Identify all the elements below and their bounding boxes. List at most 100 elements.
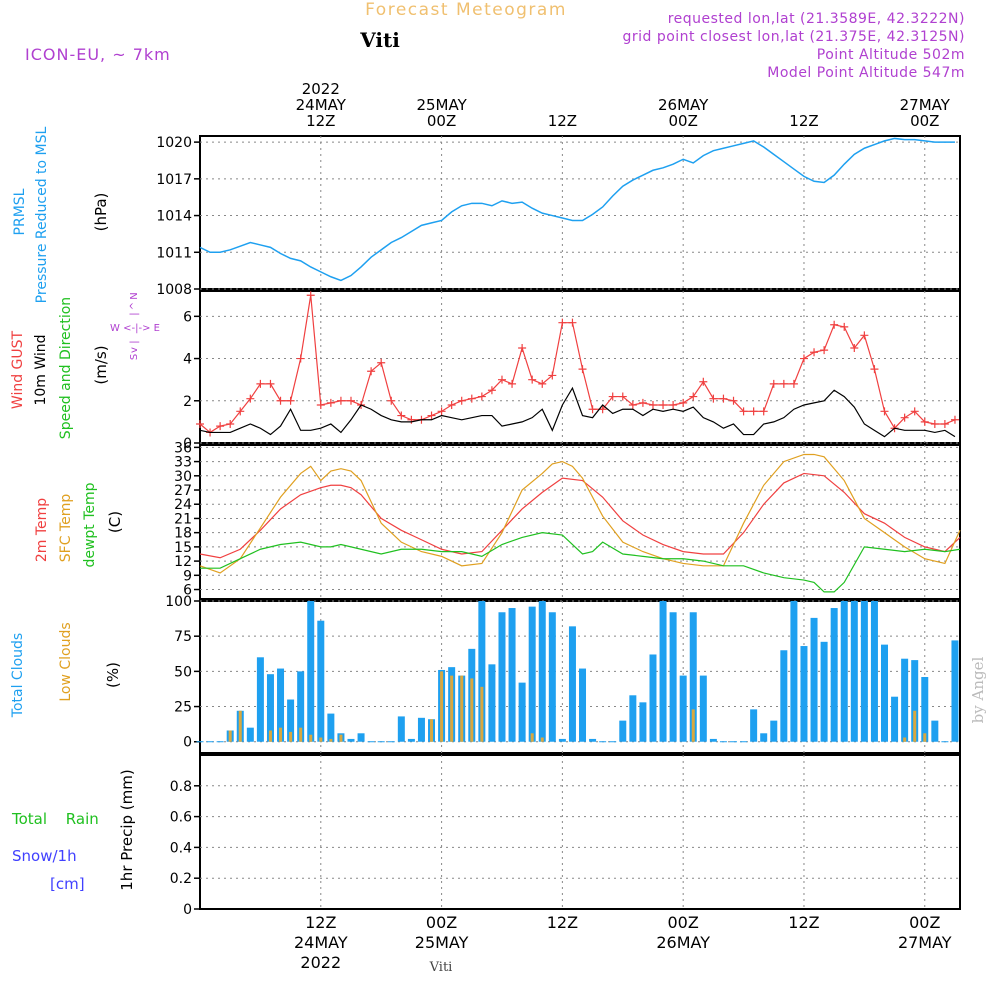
y-tick-label: 15: [174, 540, 192, 556]
y-tick-label: 33: [174, 455, 192, 471]
gust-marker: [588, 405, 597, 414]
celsius-label: (C): [106, 511, 124, 533]
y-tick-label: 12: [174, 554, 192, 570]
gust-marker: [326, 398, 335, 407]
total-cloud-bar: [699, 675, 707, 742]
low-cloud-bar: [309, 734, 313, 742]
gust-marker: [558, 318, 567, 327]
time-label-bottom: 12Z: [547, 913, 578, 932]
total-cloud-bar: [820, 641, 828, 742]
total-cloud-bar: [881, 644, 889, 742]
gust-marker: [196, 420, 204, 428]
total-cloud-bar: [679, 675, 687, 742]
total-cloud-bar: [629, 695, 637, 742]
low-cloud-bar: [268, 730, 272, 742]
y-tick-label: 50: [174, 664, 192, 680]
gust-marker: [548, 371, 557, 380]
percent-label: (%): [104, 662, 122, 688]
low-clouds-label: Low Clouds: [58, 622, 74, 701]
pressure-label: Pressure Reduced to MSL: [34, 126, 50, 303]
footer-location: Viti: [429, 960, 453, 975]
total-cloud-bar: [689, 612, 697, 742]
gust-marker: [900, 413, 909, 422]
y-tick-label: 30: [174, 469, 192, 485]
grid-coords: grid point closest lon,lat (21.375E, 42.…: [622, 29, 965, 45]
gust-marker: [679, 398, 688, 407]
gust-marker: [578, 365, 587, 374]
gust-marker: [497, 375, 506, 384]
y-tick-label: 0.2: [170, 871, 192, 887]
gust-marker: [699, 377, 708, 386]
total-cloud-bar: [246, 727, 254, 742]
chart-title: Forecast Meteogram: [365, 0, 567, 20]
total-cloud-bar: [931, 720, 939, 742]
total-cloud-bar: [277, 668, 285, 742]
total-cloud-bar: [619, 720, 627, 742]
time-label-bottom: 12Z: [305, 913, 336, 932]
total-cloud-bar: [790, 601, 798, 742]
time-label-bottom: 00Z: [668, 913, 699, 932]
total-cloud-bar: [750, 709, 758, 742]
time-label-top: 12Z: [789, 112, 818, 130]
total-cloud-bar: [639, 702, 647, 742]
time-label-top: 12Z: [548, 112, 577, 130]
gust-marker: [477, 392, 486, 401]
gust-marker: [820, 346, 829, 355]
low-cloud-bar: [923, 733, 927, 742]
wind10m-label: 10m Wind: [33, 334, 49, 405]
gust-marker: [759, 407, 768, 416]
gust-marker: [930, 420, 939, 428]
total-cloud-bar: [659, 601, 667, 742]
y-tick-label: 36: [174, 440, 192, 456]
gust-marker: [860, 331, 869, 340]
total-cloud-bar: [528, 606, 536, 742]
time-label-bottom: 24MAY: [294, 933, 348, 952]
total-cloud-bar: [760, 733, 768, 742]
time-label-top: 12Z: [306, 112, 335, 130]
gust-marker: [286, 396, 295, 405]
gust-marker: [377, 358, 386, 367]
total-cloud-bar: [397, 716, 405, 742]
gust-marker: [638, 398, 647, 407]
low-cloud-bar: [530, 733, 534, 742]
y-tick-label: 1020: [156, 135, 192, 151]
y-tick-label: 0: [183, 436, 192, 452]
gust-marker: [538, 379, 547, 388]
gust-marker: [669, 401, 678, 409]
compass-n: N: [129, 292, 140, 299]
gust-marker: [437, 407, 446, 416]
total-cloud-bar: [579, 668, 587, 742]
model-altitude: Model Point Altitude 547m: [767, 65, 965, 81]
gust-marker: [870, 365, 879, 374]
total-cloud-bar: [307, 601, 315, 742]
total-cloud-bar: [297, 671, 305, 742]
y-tick-label: 4: [183, 352, 192, 368]
compass-bar1: |: [129, 312, 140, 315]
compass-down: v: [129, 347, 140, 353]
total-cloud-bar: [548, 612, 556, 742]
gust-marker: [226, 420, 235, 428]
gust-marker: [628, 401, 637, 409]
time-label-bottom: 2022: [300, 953, 341, 972]
time-label-top: 00Z: [427, 112, 456, 130]
y-tick-label: 1017: [156, 172, 192, 188]
model-label: ICON-EU, ~ 7km: [25, 45, 171, 64]
gust-marker: [316, 401, 325, 409]
precip-axis-label: 1hr Precip (mm): [118, 769, 136, 890]
cm-label: [cm]: [50, 875, 85, 893]
low-cloud-bar: [540, 737, 544, 742]
y-tick-label: 25: [174, 700, 192, 716]
gust-marker: [236, 407, 245, 416]
y-tick-label: 6: [183, 309, 192, 325]
gust-marker: [659, 401, 668, 409]
total-cloud-bar: [508, 608, 516, 742]
total-cloud-bar: [498, 612, 506, 742]
gust-marker: [508, 379, 517, 388]
y-tick-label: 27: [174, 483, 192, 499]
total-cloud-bar: [558, 738, 566, 742]
gust-marker: [719, 394, 728, 403]
total-cloud-bar: [357, 733, 365, 742]
compass-bar2: |: [129, 340, 140, 343]
panel-frame: [199, 444, 961, 600]
